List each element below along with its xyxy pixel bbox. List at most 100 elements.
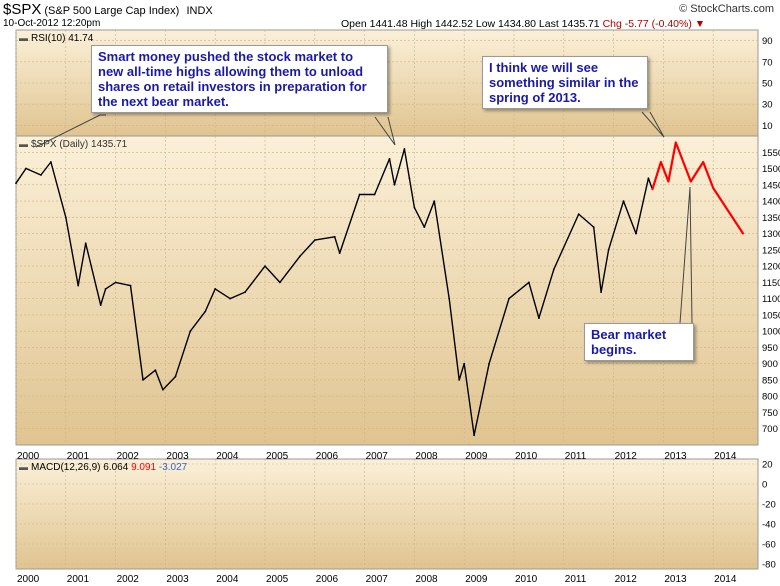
x-tick-label: 2007 (366, 574, 389, 585)
x-tick-label: 2010 (515, 574, 538, 585)
macd-value: 6.064 (103, 462, 128, 473)
down-arrow-icon: ▼ (691, 18, 706, 30)
projection-point (667, 180, 670, 183)
price-point (50, 161, 52, 163)
macd-y-tick-label: 20 (762, 460, 773, 471)
annotation-right-text: I think we will see something similar in… (489, 60, 639, 105)
macd-histogram-value: -3.027 (159, 462, 188, 473)
price-point (214, 288, 217, 290)
price-point (413, 206, 416, 209)
price-y-tick-label: 800 (762, 392, 778, 403)
callout-pointer-left (35, 114, 106, 148)
price-label: $SPX (Daily) 1435.71 (31, 139, 128, 150)
price-point (162, 388, 164, 391)
rsi-y-tick-label: 50 (762, 79, 773, 90)
price-point (84, 242, 87, 245)
price-point (448, 297, 451, 300)
x-tick-label: 2007 (366, 451, 389, 462)
x-tick-label: 2002 (117, 451, 140, 462)
x-tick-label: 2003 (166, 451, 189, 462)
price-point (64, 216, 67, 219)
price-y-tick-label: 1250 (762, 245, 780, 256)
x-tick-label: 2014 (714, 574, 737, 585)
x-tick-label: 2011 (565, 451, 587, 462)
price-y-tick-label: 1000 (762, 327, 780, 338)
macd-y-tick-label: -20 (762, 500, 776, 511)
macd-panel-bg (15, 458, 759, 570)
x-tick-label: 2004 (216, 574, 239, 585)
price-point (77, 284, 80, 287)
price-point (458, 379, 461, 381)
x-tick-label: 2001 (67, 451, 90, 462)
price-point (552, 268, 555, 271)
annotation-bear-text: Bear market begins. (591, 327, 667, 357)
price-y-tick-label: 1300 (762, 229, 780, 240)
macd-name: MACD(12,26,9) (31, 462, 100, 473)
price-point (129, 284, 132, 287)
price-point (114, 281, 117, 284)
price-point (473, 434, 475, 437)
price-y-tick-label: 1050 (762, 310, 780, 321)
x-tick-label: 2005 (266, 574, 289, 585)
chart-header: $SPX (S&P 500 Large Cap Index) INDX 10-Oc… (0, 0, 780, 30)
price-y-tick-label: 1550 (762, 148, 780, 159)
macd-label: MACD(12,26,9) 6.064 9.091 -3.027 (31, 462, 188, 473)
price-point (577, 213, 580, 216)
price-point (408, 177, 411, 180)
price-point (244, 291, 247, 293)
change-value: Chg -5.77 (-0.40%) (602, 18, 692, 30)
x-tick-label: 2001 (67, 574, 90, 585)
annotation-left: Smart money pushed the stock market to n… (91, 45, 388, 113)
projection-point (702, 161, 705, 163)
price-point (25, 167, 27, 170)
projection-point (674, 141, 677, 144)
price-point (600, 291, 602, 293)
projection-point (742, 232, 744, 235)
price-point (104, 288, 107, 290)
price-y-tick-label: 1500 (762, 164, 780, 175)
rsi-label: RSI(10) 41.74 (31, 33, 94, 44)
price-point (229, 297, 232, 300)
projection-series-line (651, 141, 745, 235)
rsi-y-tick-label: 70 (762, 57, 773, 68)
price-point (358, 193, 361, 196)
symbol-title: $SPX (S&P 500 Large Cap Index) INDX (3, 1, 213, 18)
price-y-tick-label: 1350 (762, 213, 780, 224)
price-point (279, 281, 281, 284)
price-point (528, 281, 530, 284)
index-name: (S&P 500 Large Cap Index) (44, 5, 180, 17)
x-tick-label: 2014 (714, 451, 737, 462)
price-point (15, 182, 17, 185)
ohlc-values: Open 1441.48 High 1442.52 Low 1434.80 La… (341, 18, 600, 30)
macd-icon: ▬ (19, 462, 28, 472)
x-tick-label: 2009 (465, 574, 488, 585)
chart-datetime: 10-Oct-2012 12:20pm (3, 18, 101, 29)
price-point (403, 148, 406, 150)
stockcharts-logo: © StockCharts.com (679, 3, 774, 15)
macd-y-tick-label: -80 (762, 560, 776, 571)
price-point (622, 200, 625, 203)
price-point (40, 174, 42, 176)
rsi-y-tick-label: 90 (762, 36, 773, 47)
price-point (174, 375, 177, 378)
rsi-y-tick-label: 10 (762, 121, 773, 132)
rsi-y-tick-label: 30 (762, 100, 773, 111)
x-tick-label: 2008 (415, 451, 438, 462)
price-y-tick-label: 1450 (762, 180, 780, 191)
price-point (647, 177, 650, 180)
projection-point (660, 161, 662, 163)
price-point (463, 362, 466, 365)
annotation-bear: Bear market begins. (584, 323, 694, 361)
macd-y-tick-label: 0 (762, 480, 767, 491)
price-point (388, 157, 391, 160)
price-point (99, 304, 102, 306)
callout-pointer-mid (374, 116, 396, 146)
price-point (607, 248, 610, 251)
price-point (373, 193, 376, 196)
price-point (635, 232, 637, 235)
price-y-tick-label: 950 (762, 343, 778, 354)
price-panel-bg (15, 135, 759, 446)
price-point (393, 183, 396, 186)
price-point (154, 369, 157, 372)
